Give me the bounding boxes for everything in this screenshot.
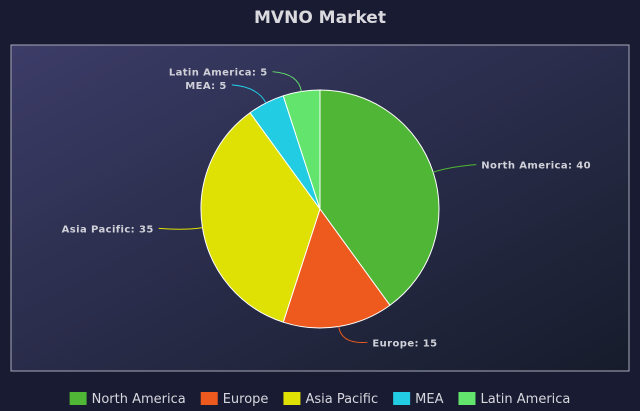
pie-slice-asia-pacific	[200, 112, 321, 323]
connector-mea	[231, 84, 267, 104]
legend-label: MEA	[415, 392, 443, 407]
pie-slice-north-america	[319, 89, 440, 306]
data-labels: North America: 40 Europe: 15 Asia Pacific:…	[62, 68, 591, 350]
data-label-mea: MEA: 5	[185, 81, 227, 92]
legend: North America Europe Asia Pacific MEA Latin …	[69, 392, 570, 407]
pie-slice-latin-america	[282, 89, 321, 210]
connector-latin-america	[272, 71, 302, 92]
data-label-europe: Europe: 15	[372, 338, 437, 349]
legend-item-mea[interactable]: MEA	[393, 392, 444, 407]
legend-swatch	[393, 392, 411, 405]
data-label-asia-pacific: Asia Pacific: 35	[62, 224, 154, 235]
legend-swatch	[283, 392, 301, 405]
legend-label: Latin America	[480, 392, 570, 407]
legend-item-asia-pacific[interactable]: Asia Pacific	[283, 392, 378, 407]
legend-item-latin-america[interactable]: Latin America	[458, 392, 570, 407]
connector-north-america	[433, 164, 477, 173]
legend-label: Europe	[223, 392, 269, 407]
data-label-latin-america: Latin America: 5	[169, 68, 268, 79]
pie-slices	[200, 89, 440, 329]
connector-europe	[338, 326, 368, 344]
legend-item-europe[interactable]: Europe	[200, 392, 269, 407]
legend-label: North America	[92, 392, 186, 407]
chart-title: MVNO Market	[254, 8, 386, 28]
legend-label: Asia Pacific	[305, 392, 378, 407]
legend-item-north-america[interactable]: North America	[69, 392, 186, 407]
legend-swatch	[458, 392, 476, 405]
connector-asia-pacific	[158, 227, 203, 230]
legend-swatch	[69, 392, 87, 405]
legend-swatch	[200, 392, 218, 405]
data-label-north-america: North America: 40	[481, 161, 591, 172]
pie-slice-europe	[282, 207, 391, 329]
